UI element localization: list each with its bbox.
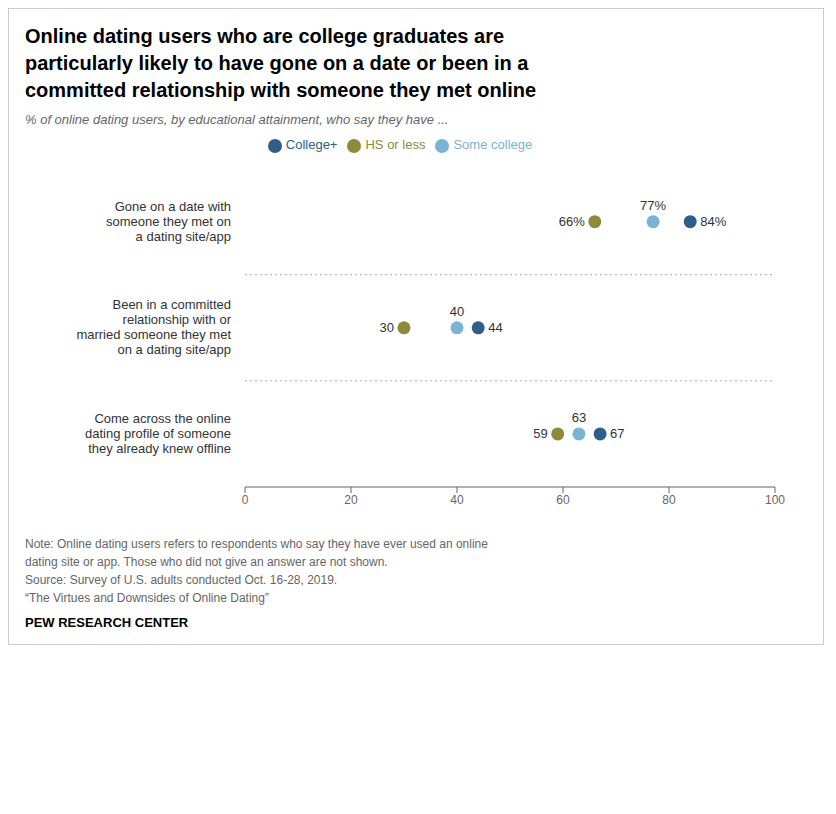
html-text:“The Virtues and Downsides of: “The Virtues and Downsides of Online Dat… (25, 591, 269, 605)
html-text:Source: Survey of U.S. adults: Source: Survey of U.S. adults conducted … (25, 573, 338, 587)
html-text:Note: Online dating users refe: Note: Online dating users refers to resp… (25, 537, 488, 551)
html-text:Some college: Some college (453, 137, 533, 152)
svg-text:Come across the onlinedating p: Come across the onlinedating profile of … (85, 411, 231, 456)
html-text:% of online dating users, by e: % of online dating users, by educational… (25, 112, 449, 127)
svg-text:77%: 77% (640, 198, 666, 213)
svg-text:40: 40 (450, 493, 464, 507)
svg-text:44: 44 (488, 320, 502, 335)
html-text:HS or less: HS or less (365, 137, 426, 152)
svg-text:84%: 84% (700, 214, 726, 229)
svg-text:40: 40 (450, 304, 464, 319)
html-text:Online dating users who are co: Online dating users who are college grad… (25, 25, 537, 101)
svg-text:Been in a committedrelationshi: Been in a committedrelationship with orm… (76, 297, 231, 357)
svg-text:80: 80 (662, 493, 676, 507)
svg-text:0: 0 (242, 493, 249, 507)
svg-text:30: 30 (380, 320, 394, 335)
svg-text:60: 60 (556, 493, 570, 507)
svg-text:100: 100 (765, 493, 785, 507)
svg-text:63: 63 (572, 410, 586, 425)
svg-text:20: 20 (344, 493, 358, 507)
svg-text:66%: 66% (559, 214, 585, 229)
svg-text:59: 59 (533, 426, 547, 441)
html-text:dating site or app. Those who: dating site or app. Those who did not gi… (25, 555, 388, 569)
svg-text:67: 67 (610, 426, 624, 441)
svg-text:Gone on a date withsomeone the: Gone on a date withsomeone they met ona … (106, 199, 231, 244)
html-text:College+: College+ (285, 137, 338, 152)
html-text:PEW RESEARCH CENTER: PEW RESEARCH CENTER (25, 615, 189, 630)
